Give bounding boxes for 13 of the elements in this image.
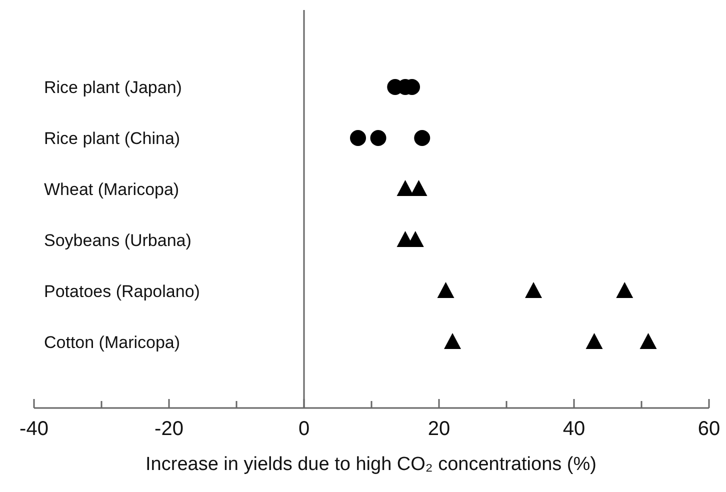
x-axis-title: Increase in yields due to high CO₂ concentrations (%) (146, 454, 596, 475)
x-tick-label: 40 (562, 418, 586, 440)
y-tick-label: Potatoes (Rapolano) (44, 282, 200, 301)
x-tick-label: -20 (154, 418, 184, 440)
x-tick-label: 0 (298, 418, 310, 440)
y-tick-label: Cotton (Maricopa) (44, 333, 180, 352)
x-tick-label: -40 (20, 418, 48, 440)
y-tick-label: Wheat (Maricopa) (44, 180, 180, 199)
y-tick-label: Rice plant (Japan) (44, 78, 182, 97)
x-tick-label: 20 (428, 418, 450, 440)
y-tick-label: Soybeans (Urbana) (44, 231, 192, 250)
x-tick-label: 60 (698, 418, 720, 440)
y-tick-label: Rice plant (China) (44, 129, 180, 148)
